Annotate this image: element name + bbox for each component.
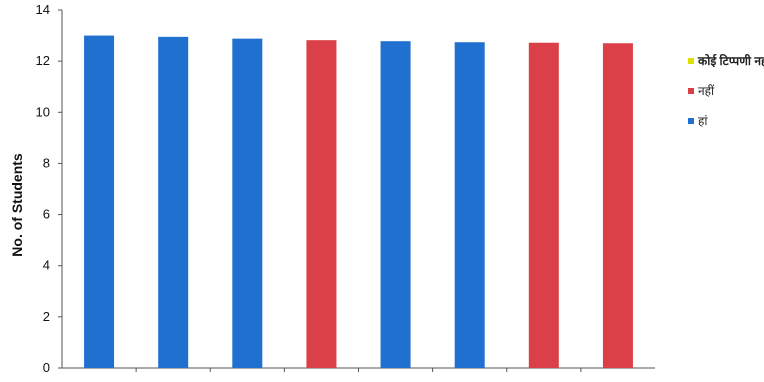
y-tick-label: 4 xyxy=(43,258,50,273)
legend-swatch xyxy=(688,58,694,64)
legend: कोई टिप्पणी नहीं नहीं हां xyxy=(688,53,764,128)
axes: 0 2 4 6 8 10 12 14 xyxy=(36,2,655,375)
y-tick-label: 0 xyxy=(43,360,50,375)
legend-swatch xyxy=(688,118,694,124)
bar xyxy=(158,36,189,368)
bar xyxy=(232,38,263,368)
bar xyxy=(602,43,633,368)
bar xyxy=(528,42,559,368)
bars xyxy=(84,35,633,368)
y-tick-label: 2 xyxy=(43,309,50,324)
y-tick-label: 8 xyxy=(43,155,50,170)
bar xyxy=(380,41,411,368)
bar xyxy=(454,42,485,368)
legend-label: नहीं xyxy=(698,84,715,98)
bar xyxy=(306,40,337,368)
y-tick-label: 6 xyxy=(43,207,50,222)
y-axis-label: No. of Students xyxy=(9,153,25,257)
y-tick-label: 10 xyxy=(36,104,50,119)
legend-label: कोई टिप्पणी नहीं xyxy=(697,53,764,68)
y-tick-label: 14 xyxy=(36,2,50,17)
legend-label: हां xyxy=(698,114,708,128)
y-tick-label: 12 xyxy=(36,53,50,68)
legend-swatch xyxy=(688,88,694,94)
bar xyxy=(84,35,115,368)
